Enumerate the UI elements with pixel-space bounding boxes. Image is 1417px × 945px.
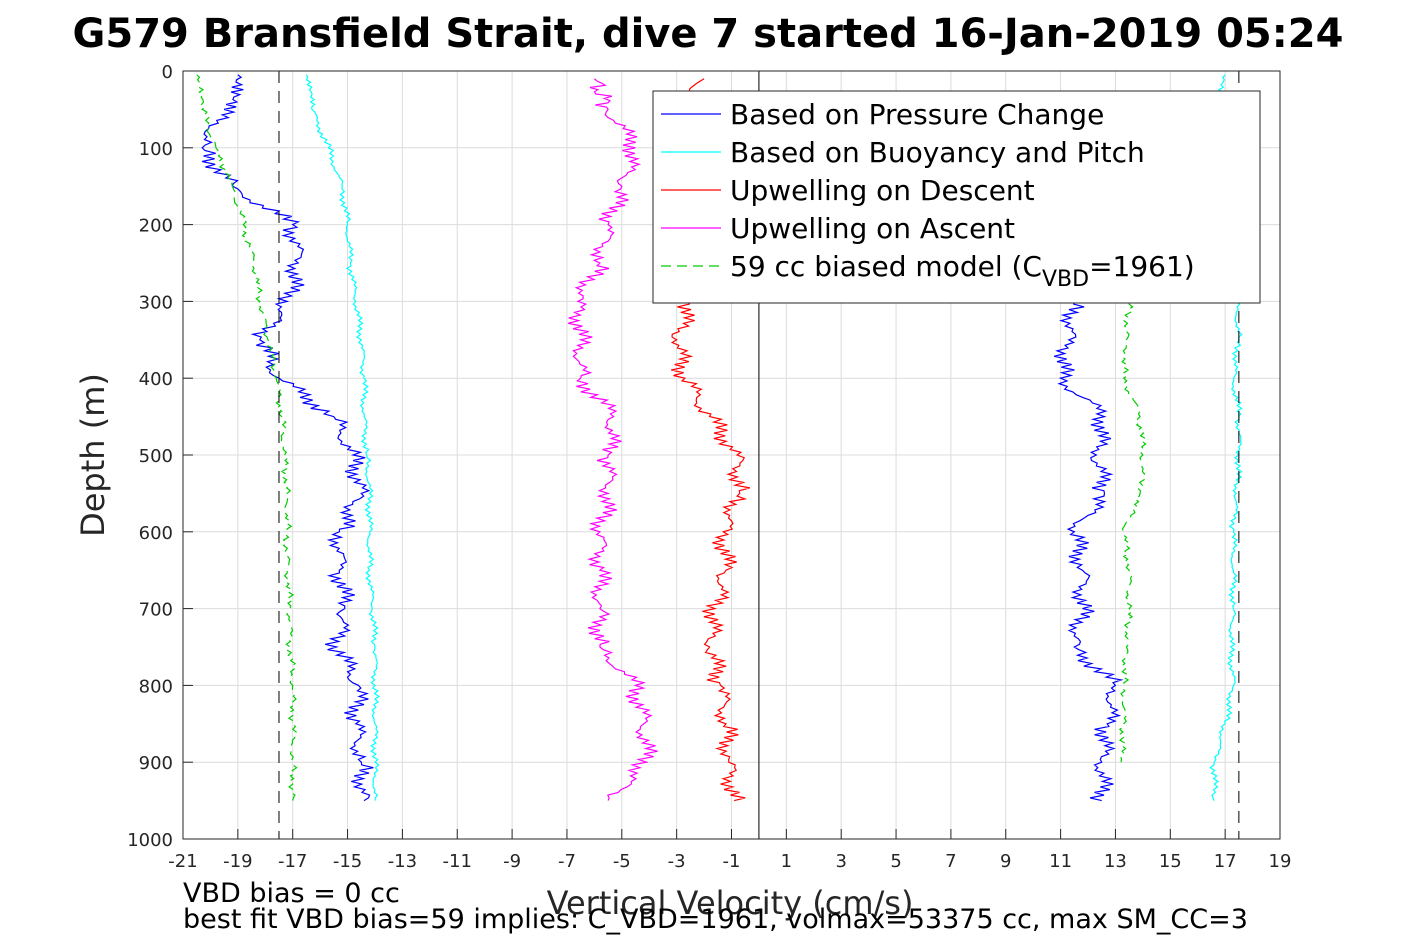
x-tick-label: -3 <box>668 851 686 872</box>
legend-label-text: Based on Pressure Change <box>730 98 1104 131</box>
x-tick-label: -7 <box>558 851 576 872</box>
y-tick-label: 100 <box>139 139 173 160</box>
x-tick-label: -19 <box>223 851 252 872</box>
x-tick-label: -9 <box>503 851 521 872</box>
series-line-7 <box>1117 301 1147 763</box>
legend-label-text: Upwelling on Ascent <box>730 212 1015 245</box>
legend-label-text: Based on Buoyancy and Pitch <box>730 136 1145 169</box>
series-line-6 <box>196 74 298 801</box>
series-line-0 <box>201 74 374 802</box>
series-line-2 <box>305 74 381 801</box>
y-axis-label: Depth (m) <box>74 373 112 537</box>
x-tick-label: 13 <box>1104 851 1127 872</box>
y-tick-label: 500 <box>139 446 173 467</box>
legend-label-4: 59 cc biased model (CVBD=1961) <box>730 250 1195 292</box>
y-tick-label: 800 <box>139 676 173 697</box>
legend-label-text: 59 cc biased model (C <box>730 250 1042 283</box>
legend: Based on Pressure Change Based on Buoyanc… <box>652 90 1261 304</box>
legend-label-0: Based on Pressure Change <box>730 98 1104 131</box>
legend-label-text: Upwelling on Descent <box>730 174 1035 207</box>
x-tick-label: 5 <box>890 851 901 872</box>
x-tick-label: 19 <box>1269 851 1292 872</box>
x-axis-ticks: -21 -19 -17 -15 -13 -11 -9 -7 -5 -3 -1 1 3 5 7 9 11 13 15 1… <box>168 829 1291 872</box>
x-tick-label: 1 <box>781 851 792 872</box>
x-tick-label: -13 <box>388 851 417 872</box>
x-tick-label: -1 <box>723 851 741 872</box>
x-tick-label: -5 <box>613 851 631 872</box>
y-tick-label: 0 <box>162 62 173 83</box>
x-tick-label: 17 <box>1214 851 1237 872</box>
y-tick-label: 900 <box>139 753 173 774</box>
series-line-3 <box>1209 74 1243 801</box>
y-axis-ticks: 0 100 200 300 400 500 600 700 800 900 1000 <box>127 62 193 851</box>
chart-title: G579 Bransfield Strait, dive 7 started 1… <box>73 11 1344 57</box>
y-tick-label: 300 <box>139 292 173 313</box>
x-tick-label: -21 <box>168 851 197 872</box>
x-tick-label: 15 <box>1159 851 1182 872</box>
y-tick-label: 200 <box>139 216 173 237</box>
legend-label-suffix: =1961) <box>1089 250 1195 283</box>
series-lines <box>196 74 1243 802</box>
legend-box <box>652 90 1261 304</box>
legend-label-3: Upwelling on Ascent <box>730 212 1015 245</box>
legend-label-2: Upwelling on Descent <box>730 174 1035 207</box>
x-tick-label: 11 <box>1049 851 1072 872</box>
y-tick-label: 1000 <box>127 830 173 851</box>
x-axis-label: Vertical Velocity (cm/s) <box>547 884 914 922</box>
y-tick-label: 400 <box>139 369 173 390</box>
legend-label-1: Based on Buoyancy and Pitch <box>730 136 1145 169</box>
series-line-1 <box>1054 301 1124 802</box>
footer-vbd-bias: VBD bias = 0 cc <box>183 878 400 909</box>
legend-label-subscript: VBD <box>1042 267 1089 292</box>
x-tick-label: -15 <box>333 851 362 872</box>
x-tick-label: 9 <box>1000 851 1011 872</box>
x-tick-label: 3 <box>835 851 846 872</box>
x-tick-label: -11 <box>443 851 472 872</box>
x-tick-label: 7 <box>945 851 956 872</box>
footer-best-fit: best fit VBD bias=59 implies: C_VBD=1961… <box>183 904 1248 935</box>
y-tick-label: 600 <box>139 523 173 544</box>
series-line-5 <box>567 78 658 801</box>
x-tick-label: -17 <box>278 851 307 872</box>
y-tick-label: 700 <box>139 600 173 621</box>
